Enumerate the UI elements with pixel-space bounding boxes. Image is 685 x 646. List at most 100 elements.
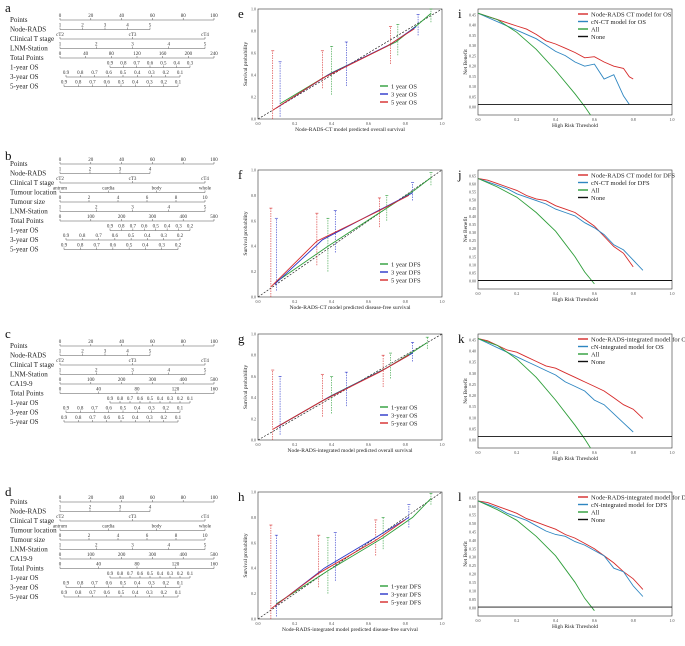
- nomogram-tick-label: 0.3: [148, 71, 155, 76]
- series-line: [477, 12, 634, 80]
- nomogram-tick-label: 0.5: [126, 244, 133, 249]
- nomogram-tick-label: 60: [150, 496, 156, 501]
- y-axis-label: Survival probability: [243, 365, 249, 409]
- y-axis-label: Net Benefit: [462, 541, 469, 567]
- x-tick-label: 0.4: [553, 618, 558, 623]
- nomogram-tick-label: 2: [95, 544, 98, 549]
- nomogram-tick-label: 0.9: [63, 71, 70, 76]
- y-tick-label: 0.65: [469, 496, 476, 501]
- x-tick-label: 0.4: [553, 450, 558, 455]
- nomogram-tick-label: 3: [131, 206, 134, 211]
- y-tick-label: 0.60: [469, 182, 476, 187]
- y-tick-label: 0.40: [469, 23, 476, 28]
- nomogram-tick-label: 4: [117, 196, 120, 201]
- nomogram-tick-label: 4: [168, 206, 171, 211]
- y-tick-label: 0.2: [251, 95, 256, 100]
- nomogram-tick-label: 0.8: [77, 582, 84, 587]
- nomogram-tick-label: 0.9: [107, 572, 114, 577]
- panel-label-i: i: [458, 6, 462, 21]
- y-tick-label: 0.40: [469, 538, 476, 543]
- nomogram-tick-label: 0.5: [118, 591, 125, 596]
- nomogram-tick-label: 0.2: [161, 81, 168, 86]
- nomogram-tick-label: 80: [181, 496, 187, 501]
- legend-entry: 1-year OS: [391, 405, 418, 412]
- nomogram-tick-label: 0.1: [187, 572, 194, 577]
- x-tick-label: 0.8: [631, 618, 636, 623]
- nomogram-tick-label: 0.8: [77, 407, 84, 412]
- nomogram-row-label: Node-RADS: [10, 170, 46, 178]
- nomogram-tick-label: 0.2: [187, 225, 194, 230]
- x-axis-label: Node-RADS-CT model predicted disease-fre…: [290, 304, 411, 311]
- x-tick-label: 0.2: [514, 117, 519, 122]
- y-tick-label: 0.4: [251, 73, 256, 78]
- y-tick-label: 0.45: [469, 529, 476, 534]
- nomogram-row-label: 1-year OS: [10, 227, 39, 235]
- nomogram-tick-label: 20: [88, 496, 94, 501]
- nomogram-tick-label: 0.3: [161, 234, 168, 239]
- nomogram-tick-label: 0: [59, 196, 62, 201]
- y-axis-label: Survival probability: [243, 533, 249, 577]
- nomogram-tick-label: 100: [210, 158, 218, 163]
- x-tick-label: 0.6: [592, 291, 597, 296]
- legend-entry: None: [591, 517, 605, 524]
- nomogram-tick-label: 20: [88, 14, 94, 19]
- nomogram-tick-label: 4: [168, 544, 171, 549]
- nomogram-tick-label: 0.3: [146, 591, 153, 596]
- nomogram-tick-label: 0.7: [93, 244, 100, 249]
- nomogram-tick-label: 0.8: [120, 62, 127, 67]
- nomogram-tick-label: 0.9: [63, 407, 70, 412]
- nomogram-tick-label: 0.5: [118, 416, 125, 421]
- x-tick-label: 0.2: [514, 618, 519, 623]
- nomogram-tick-label: 60: [150, 158, 156, 163]
- y-tick-label: 0.25: [469, 382, 476, 387]
- nomogram-tick-label: 2: [81, 24, 84, 29]
- nomogram-tick-label: 0.6: [110, 244, 117, 249]
- nomogram-row-label: LNM-Station: [10, 371, 48, 379]
- nomogram-tick-label: 3: [131, 544, 134, 549]
- y-axis-label: Net Benefit: [462, 49, 469, 75]
- nomogram-tick-label: 3: [119, 506, 122, 511]
- nomogram-tick-label: 0.4: [134, 71, 141, 76]
- nomogram-tick-label: 0: [59, 563, 62, 568]
- nomogram-tick-label: 80: [135, 563, 141, 568]
- nomogram-tick-label: 120: [172, 388, 180, 393]
- x-tick-label: 0.6: [366, 621, 371, 626]
- nomogram-row-label: Tumour location: [10, 527, 57, 535]
- x-tick-label: 0.0: [476, 618, 481, 623]
- panel-label-h: h: [238, 489, 245, 504]
- nomogram-tick-label: 0.3: [167, 397, 174, 402]
- y-tick-label: 0.55: [469, 190, 476, 195]
- nomogram-tick-label: 0: [59, 534, 62, 539]
- x-tick-label: 0.0: [476, 450, 481, 455]
- y-tick-label: 0.00: [469, 105, 476, 110]
- nomogram-tick-label: 0.8: [117, 397, 124, 402]
- nomogram-tick-label: 0.4: [134, 582, 141, 587]
- nomogram-tick-label: 0.4: [157, 397, 164, 402]
- nomogram-tick-label: body: [152, 525, 163, 530]
- nomogram-row-label: Clinical T stage: [10, 517, 54, 525]
- nomogram-tick-label: cT4: [201, 359, 209, 364]
- nomogram-tick-label: 1: [59, 369, 62, 374]
- y-tick-label: 0.0: [251, 117, 256, 122]
- nomogram-tick-label: 0.4: [142, 244, 149, 249]
- nomogram-tick-label: 0.1: [177, 407, 184, 412]
- x-tick-label: 0.8: [403, 299, 408, 304]
- nomogram-tick-label: 0: [59, 14, 62, 19]
- y-tick-label: 0.05: [469, 426, 476, 431]
- panel-label-f: f: [238, 167, 243, 182]
- nomogram-tick-label: 40: [119, 14, 125, 19]
- panel-label-c: c: [5, 326, 11, 341]
- nomogram-tick-label: cT2: [56, 33, 64, 38]
- nomogram-tick-label: 5: [204, 369, 207, 374]
- nomogram-tick-label: 60: [150, 340, 156, 345]
- nomogram-tick-label: 0.6: [112, 234, 119, 239]
- panel-label-j: j: [457, 167, 462, 182]
- series-line: [477, 500, 595, 611]
- nomogram-row-label: 3-year OS: [10, 584, 39, 592]
- nomogram-tick-label: 0.5: [128, 234, 135, 239]
- y-tick-label: 0.10: [469, 415, 476, 420]
- series-line: [274, 517, 410, 607]
- nomogram-tick-label: 5: [204, 544, 207, 549]
- legend-entry: cN-integrated model for OS: [591, 344, 664, 351]
- x-tick-label: 0.6: [366, 299, 371, 304]
